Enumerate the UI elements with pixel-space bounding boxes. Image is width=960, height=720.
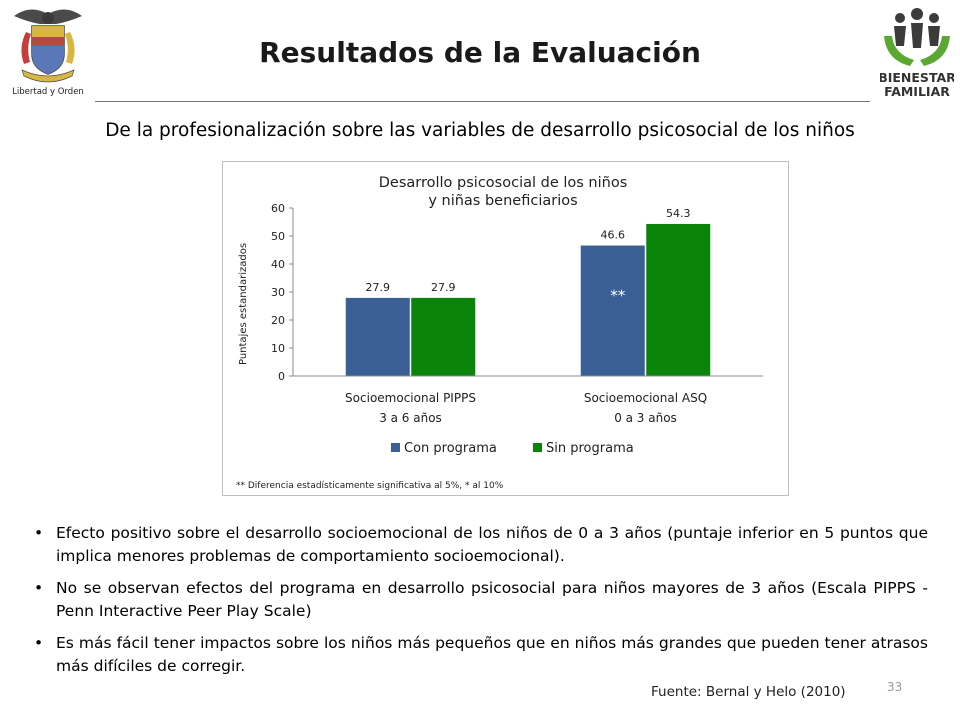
chart-title-line1: Desarrollo psicosocial de los niños: [379, 175, 628, 191]
legend-label: Sin programa: [546, 441, 634, 456]
y-tick-label: 10: [271, 342, 285, 355]
chart-legend: Con programa Sin programa: [391, 441, 634, 456]
y-tick-label: 30: [271, 286, 285, 299]
bar: [345, 297, 410, 376]
significance-mark: **: [610, 287, 626, 305]
y-tick-label: 60: [271, 202, 285, 215]
category-label-line1: Socioemocional PIPPS: [345, 391, 476, 405]
legend-label: Con programa: [404, 441, 497, 456]
left-logo-text: Libertad y Orden: [12, 87, 84, 97]
y-tick-label: 40: [271, 258, 285, 271]
category-label-line2: 3 a 6 años: [379, 411, 442, 425]
bar-chart: Desarrollo psicosocial de los niños y ni…: [236, 175, 763, 491]
bar: [646, 223, 711, 376]
bar-value-label: 46.6: [601, 229, 626, 242]
page-title: Resultados de la Evaluación: [259, 36, 701, 69]
y-tick-label: 50: [271, 230, 285, 243]
finding-item: Efecto positivo sobre el desarrollo soci…: [30, 522, 928, 568]
bar: [580, 245, 645, 376]
source-citation: Fuente: Bernal y Helo (2010): [651, 684, 846, 700]
bienestar-familiar-logo: BIENESTAR FAMILIAR: [878, 6, 956, 100]
finding-item: No se observan efectos del programa en d…: [30, 577, 928, 623]
bar-value-label: 27.9: [431, 281, 456, 294]
right-logo-line2: FAMILIAR: [884, 84, 950, 99]
y-axis-label: Puntajes estandarizados: [238, 243, 249, 365]
chart-footnote: ** Diferencia estadísticamente significa…: [236, 481, 504, 491]
finding-item: Es más fácil tener impactos sobre los ni…: [30, 632, 928, 678]
title-divider: [95, 101, 870, 102]
right-logo-line1: BIENESTAR: [880, 70, 954, 85]
category-label-line1: Socioemocional ASQ: [584, 391, 707, 405]
bar-value-label: 27.9: [366, 281, 391, 294]
bar-value-label: 54.3: [666, 207, 691, 220]
category-label-line2: 0 a 3 años: [614, 411, 677, 425]
y-tick-label: 20: [271, 314, 285, 327]
chart-frame: Desarrollo psicosocial de los niños y ni…: [222, 161, 789, 496]
y-tick-label: 0: [278, 370, 285, 383]
page-number: 33: [887, 680, 903, 694]
coat-of-arms-logo: Libertad y Orden: [6, 2, 90, 98]
legend-swatch: [391, 443, 400, 452]
findings-list: Efecto positivo sobre el desarrollo soci…: [30, 522, 928, 687]
legend-swatch: [533, 443, 542, 452]
page-subtitle: De la profesionalización sobre las varia…: [105, 120, 855, 141]
bar: [411, 297, 476, 376]
chart-title-line2: y niñas beneficiarios: [428, 193, 577, 209]
